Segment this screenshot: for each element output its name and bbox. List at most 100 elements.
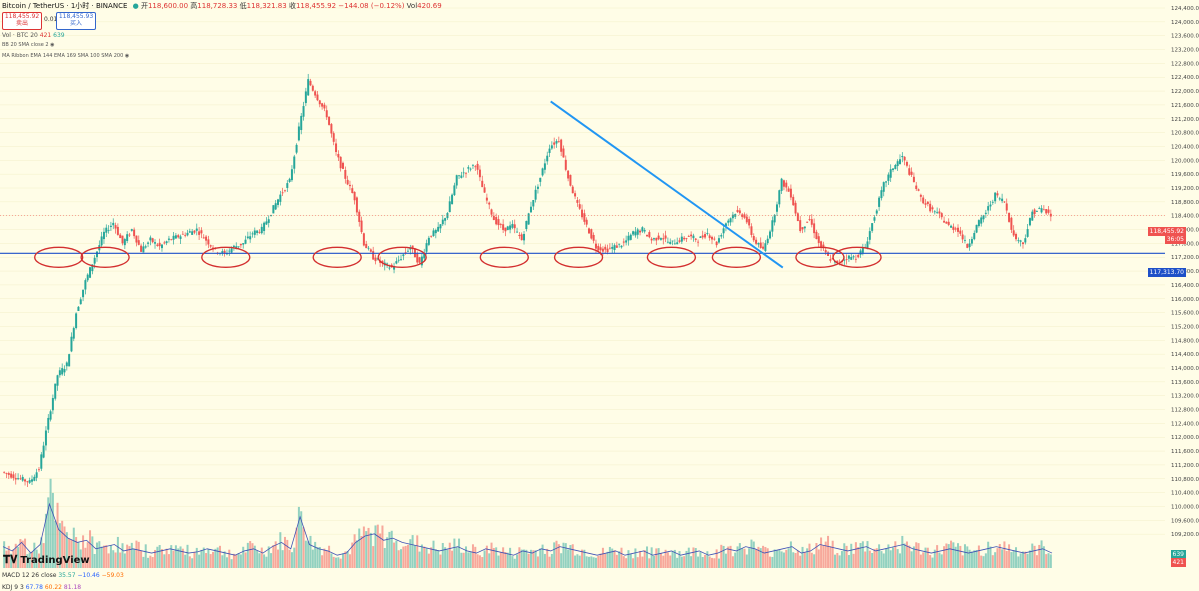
- candle-body: [10, 473, 13, 478]
- sell-button[interactable]: 118,455.92 卖出: [2, 12, 42, 30]
- candle-body: [335, 143, 338, 152]
- volume-bar: [413, 545, 416, 568]
- volume-bar: [154, 549, 157, 568]
- volume-bar: [172, 550, 175, 568]
- volume-bar: [316, 547, 319, 568]
- candle-body: [14, 477, 17, 480]
- indicator-ribbon[interactable]: MA Ribbon EMA 144 EMA 169 SMA 100 SMA 20…: [2, 53, 130, 59]
- low-value: 118,321.83: [246, 2, 287, 10]
- candle-body: [905, 162, 908, 166]
- tradingview-logo[interactable]: 𝐓𝐕 TradingView: [3, 553, 90, 566]
- indicator-kdj[interactable]: KDJ 9 3 67.78 60.22 81.18: [2, 584, 82, 591]
- volume-bar: [641, 556, 644, 568]
- candle-body: [381, 260, 384, 264]
- candle-body: [731, 214, 734, 219]
- volume-bar: [643, 550, 646, 568]
- candle-body: [750, 226, 753, 235]
- price-axis[interactable]: 124,400.00 124,000.00 123,600.00 123,200.00…: [1168, 0, 1199, 591]
- candle-body: [406, 250, 409, 252]
- volume-bar: [379, 533, 382, 568]
- volume-bar: [1019, 553, 1022, 568]
- candle-body: [648, 232, 651, 238]
- candle-body: [646, 234, 649, 237]
- volume-bar: [133, 548, 136, 568]
- axis-background: [1168, 0, 1199, 591]
- candle-body: [502, 224, 505, 230]
- candle-body: [239, 243, 242, 246]
- volume-bar: [335, 557, 338, 568]
- volume-bar: [970, 551, 973, 568]
- candle-body: [569, 174, 572, 186]
- y-tick-label: 111,600.00: [1171, 449, 1199, 455]
- volume-bar: [639, 550, 642, 568]
- candle-body: [369, 249, 372, 252]
- candle-body: [242, 243, 245, 245]
- volume-bar: [485, 545, 488, 568]
- volume-bar: [838, 555, 841, 568]
- indicator-vol[interactable]: Vol · BTC 20 421 639: [2, 32, 65, 39]
- volume-bar: [460, 552, 463, 568]
- volume-bar: [19, 539, 22, 568]
- candle-body: [84, 280, 87, 290]
- candle-body: [346, 179, 349, 185]
- indicator-macd[interactable]: MACD 12 26 close 35.57 −10.46 −59.03: [2, 572, 124, 579]
- candle-body: [950, 225, 953, 228]
- volume-bar: [151, 557, 154, 568]
- volume-bar: [444, 547, 447, 568]
- y-tick-label: 121,600.00: [1171, 103, 1199, 109]
- candle-body: [564, 159, 567, 170]
- volume-bar: [293, 547, 296, 568]
- volume-bar: [959, 545, 962, 568]
- volume-bar: [829, 546, 832, 568]
- candle-body: [453, 185, 456, 196]
- buy-button[interactable]: 118,455.93 买入: [56, 12, 96, 30]
- candlesticks: [3, 73, 1052, 488]
- eye-icon[interactable]: ◉: [50, 42, 55, 48]
- candle-body: [495, 217, 498, 225]
- candle-body: [989, 204, 992, 207]
- volume-bar: [202, 547, 205, 568]
- candle-body: [764, 243, 767, 251]
- candle-body: [209, 245, 212, 247]
- volume-bar: [260, 547, 263, 568]
- candle-body: [232, 245, 235, 248]
- candle-body: [12, 474, 15, 479]
- volume-bar: [506, 552, 509, 568]
- volume-bar: [731, 556, 734, 568]
- candle-body: [541, 168, 544, 176]
- candle-body: [762, 246, 765, 249]
- volume-bar: [56, 502, 59, 568]
- candle-body: [144, 246, 147, 248]
- volume-bar: [434, 549, 437, 568]
- candle-body: [497, 219, 500, 226]
- candle-body: [711, 236, 714, 240]
- volume-bar: [191, 558, 194, 568]
- volume-bar: [142, 556, 145, 568]
- candle-body: [448, 201, 451, 213]
- candle-body: [938, 211, 941, 214]
- volume-bar: [249, 541, 252, 568]
- symbol-title[interactable]: Bitcoin / TetherUS · 1小时 · BINANCE: [2, 2, 128, 10]
- candle-body: [263, 222, 266, 231]
- volume-bar: [840, 551, 843, 568]
- indicator-bb[interactable]: BB 20 SMA close 2 ◉: [2, 42, 55, 48]
- candle-body: [423, 252, 426, 259]
- y-tick-label: 120,000.00: [1171, 158, 1199, 164]
- volume-bar: [532, 550, 535, 568]
- y-tick-label: 112,800.00: [1171, 408, 1199, 414]
- candle-body: [328, 116, 331, 125]
- volume-bar: [861, 541, 864, 568]
- volume-bar: [940, 554, 943, 568]
- volume-bar: [936, 545, 939, 568]
- volume-bar: [339, 558, 342, 568]
- volume-bar: [77, 542, 80, 568]
- volume-bar: [938, 552, 941, 568]
- eye-icon[interactable]: ◉: [124, 53, 130, 59]
- volume-bar: [314, 541, 317, 568]
- candle-body: [420, 256, 423, 266]
- volume-bar: [51, 492, 54, 568]
- candle-body: [562, 148, 565, 158]
- candle-body: [309, 80, 312, 86]
- volume-bar: [237, 553, 240, 568]
